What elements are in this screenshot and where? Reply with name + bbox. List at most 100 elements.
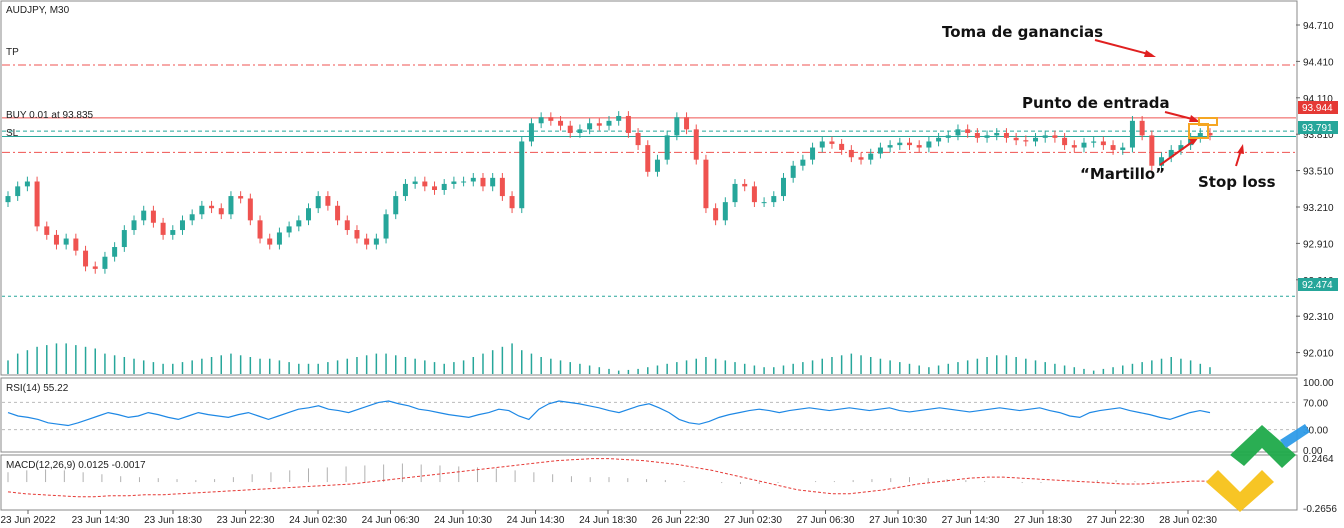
stop-loss-annotation: Stop loss [1198,173,1276,191]
candle-body [325,196,331,206]
macd-signal-line [7,458,1210,498]
time-tick-label: 24 Jun 06:30 [362,515,420,526]
hammer-annotation: “Martillo” [1080,165,1165,183]
candle-body [276,232,282,245]
candle-body [625,115,631,133]
candle-body [1071,145,1077,148]
brand-logo-icon [1206,424,1310,512]
candle-body [102,256,108,269]
candle-body [490,177,496,187]
candle-body [945,135,951,138]
candle-body [558,120,564,126]
candle-body [53,234,59,245]
time-tick-label: 27 Jun 10:30 [869,515,927,526]
candle-body [354,230,360,239]
candle-body [654,159,660,172]
candle-body [684,117,690,130]
candle-body [1188,137,1194,146]
time-tick-label: 27 Jun 06:30 [797,515,855,526]
candle-body [470,177,476,182]
time-tick-label: 23 Jun 14:30 [72,515,130,526]
candle-body [587,123,593,130]
rsi-tick-label: 70.00 [1303,398,1328,409]
candle-body [509,196,515,209]
candle-body [984,135,990,138]
candle-body [1129,120,1135,148]
candle-body [674,117,680,136]
candle-body [393,196,399,215]
time-tick-label: 27 Jun 22:30 [1087,515,1145,526]
candle-body [1168,149,1174,158]
candle-body [247,198,253,221]
candle-body [916,145,922,148]
candle-body [1139,120,1145,136]
candle-body [286,226,292,233]
candle-body [209,205,215,209]
candle-body [790,165,796,178]
candle-body [887,145,893,148]
time-tick-label: 27 Jun 18:30 [1014,515,1072,526]
candle-body [189,214,195,221]
candle-body [606,120,612,126]
candle-body [1013,137,1019,141]
rsi-label: RSI(14) 55.22 [6,383,69,394]
candle-body [499,177,505,197]
time-tick-label: 26 Jun 22:30 [652,515,710,526]
candle-body [73,238,79,251]
stop-loss-arrow-head [1237,144,1244,154]
take-profit-arrow-line [1094,39,1153,56]
candle-body [480,177,486,187]
candle-body [267,238,273,245]
candle-body [121,230,127,248]
candle-body [703,159,709,209]
candle-body [577,129,583,133]
price-tick-label: 92.010 [1303,349,1334,360]
candle-body [528,123,534,142]
price-tick-label: 94.110 [1303,94,1333,105]
candle-body [877,147,883,154]
candle-body [170,230,176,235]
candle-body [538,117,544,124]
candle-body [868,153,874,160]
candle-body [1003,132,1009,138]
candle-body [432,186,438,190]
candle-body [24,181,30,187]
candle-body [44,226,50,235]
take-profit-annotation: Toma de ganancias [942,23,1103,41]
candle-body [713,208,719,221]
time-tick-label: 23 Jun 2022 [0,515,55,526]
candle-body [63,238,69,245]
candle-body [645,145,651,172]
price-tick-label: 93.510 [1303,167,1334,178]
candle-body [5,196,11,203]
time-tick-label: 27 Jun 14:30 [942,515,1000,526]
time-tick-label: 23 Jun 18:30 [144,515,202,526]
candle-body [1197,132,1203,138]
time-tick-label: 28 Jun 02:30 [1159,515,1217,526]
candle-body [257,220,263,239]
candle-body [441,183,447,190]
macd-tick-label: -0.2656 [1303,504,1337,515]
candle-body [150,210,156,223]
candle-body [1023,140,1029,142]
candle-body [751,186,757,203]
entry-arrow-head [1189,115,1200,122]
candle-body [402,183,408,197]
candle-body [819,141,825,148]
time-tick-label: 24 Jun 02:30 [289,515,347,526]
macd-panel [0,454,1298,511]
time-tick-label: 27 Jun 02:30 [724,515,782,526]
candle-body [965,129,971,133]
take-profit-arrow-head [1144,50,1156,57]
candle-body [974,132,980,138]
tp-label: TP [6,47,19,58]
price-tick-label: 94.410 [1303,57,1334,68]
entry-price-tag [1298,101,1338,114]
buy-label: BUY 0.01 at 93.835 [6,110,94,121]
candle-body [15,186,21,197]
price-tick-label: 93.810 [1303,130,1334,141]
bid-price-tag-text: 93.791 [1302,123,1333,134]
candle-body [810,147,816,160]
rsi-line [7,400,1211,427]
